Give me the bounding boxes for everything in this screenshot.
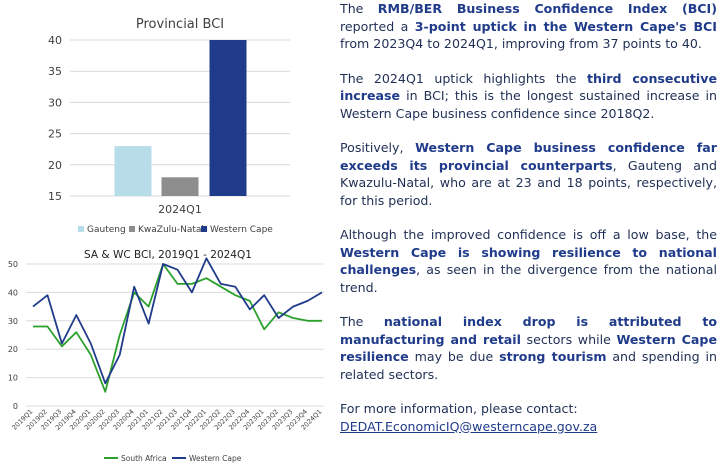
contact-label: For more information, please contact:: [340, 401, 578, 416]
contact-email-link[interactable]: DEDAT.EconomicIQ@westerncape.gov.za: [340, 418, 598, 434]
body-text: The 2024Q1 uptick highlights the: [340, 70, 587, 86]
paragraph-consecutive-increase: The 2024Q1 uptick highlights the third c…: [340, 70, 717, 123]
body-text: The: [340, 1, 378, 16]
paragraph-bci-uptick: The RMB/BER Business Confidence Index (B…: [340, 0, 717, 53]
body-text: Positively,: [340, 140, 416, 155]
y-tick-label: 25: [48, 128, 62, 141]
y-tick-label: 15: [48, 190, 62, 203]
body-text: from 2023Q4 to 2024Q1, improving from 37…: [340, 36, 702, 51]
line-chart-title: SA & WC BCI, 2019Q1 - 2024Q1: [84, 250, 252, 261]
body-text: and spending in related sectors.: [340, 349, 717, 382]
contact-paragraph: For more information, please contact: DE…: [340, 400, 717, 435]
legend-swatch: [78, 226, 84, 232]
y-tick-label: 20: [48, 159, 62, 172]
legend-label: KwaZulu-Natal: [138, 225, 204, 235]
paragraph-resilience: Although the improved confidence is off …: [340, 226, 717, 296]
y-tick-label: 20: [8, 345, 18, 354]
bar-kwazulu-natal: [161, 177, 199, 196]
provincial-bci-chart: Provincial BCI 15 20 25 30 35 40 2024Q1 Gauteng K…: [48, 17, 290, 235]
highlight-text: RMB/BER Business Confidence Index (BCI): [377, 1, 717, 16]
x-axis-label: 2024Q1: [158, 203, 202, 216]
y-tick-label: 30: [8, 317, 18, 326]
body-text: Although the improved confidence is off …: [340, 227, 717, 242]
highlight-text: Western Cape resilience: [340, 331, 717, 365]
legend-swatch: [129, 226, 135, 232]
legend-label: South Africa: [121, 454, 167, 463]
highlight-text: 3-point uptick in the Western Cape's BCI: [414, 18, 717, 34]
body-text: in BCI; this is the longest sustained in…: [340, 88, 717, 121]
sa-wc-bci-chart: SA & WC BCI, 2019Q1 - 2024Q1010203040502…: [8, 250, 324, 463]
y-tick-label: 10: [8, 374, 18, 383]
highlight-text: national index drop is attributed to man…: [340, 314, 717, 347]
bar-chart-title: Provincial BCI: [136, 17, 224, 32]
legend-label: Gauteng: [87, 225, 126, 235]
y-tick-label: 30: [48, 96, 62, 109]
bar-western-cape: [209, 40, 247, 196]
highlight-text: Western Cape business confidence far exc…: [340, 140, 717, 173]
body-text: , Gauteng and Kwazulu-Natal, who are at …: [340, 157, 717, 208]
legend-swatch: [201, 226, 207, 232]
paragraph-provincial-comparison: Positively, Western Cape business confid…: [340, 139, 717, 209]
series-line-south-africa: [33, 263, 322, 393]
body-text: , as seen in the divergence from the nat…: [340, 262, 717, 295]
body-text: reported a: [340, 18, 415, 34]
series-line-western-cape: [32, 257, 323, 385]
highlight-text: third consecutive increase: [340, 70, 717, 104]
legend-label: Western Cape: [210, 225, 273, 235]
highlight-text: strong tourism: [499, 349, 607, 364]
y-tick-label: 50: [8, 260, 18, 269]
y-tick-label: 35: [48, 65, 62, 78]
y-tick-label: 40: [48, 34, 62, 47]
y-tick-label: 0: [13, 402, 18, 411]
bar-gauteng: [114, 146, 152, 196]
body-text: sectors while: [520, 331, 617, 347]
body-text: The: [340, 314, 384, 329]
charts-panel: Provincial BCI 15 20 25 30 35 40 2024Q1 Gauteng K…: [0, 0, 330, 471]
commentary-panel: The RMB/BER Business Confidence Index (B…: [340, 0, 717, 435]
paragraph-national-drop: The national index drop is attributed to…: [340, 313, 717, 383]
y-tick-label: 40: [8, 288, 18, 297]
legend-label: Western Cape: [189, 454, 242, 463]
body-text: may be due: [408, 349, 500, 364]
highlight-text: Western Cape is showing resilience to na…: [340, 244, 717, 278]
